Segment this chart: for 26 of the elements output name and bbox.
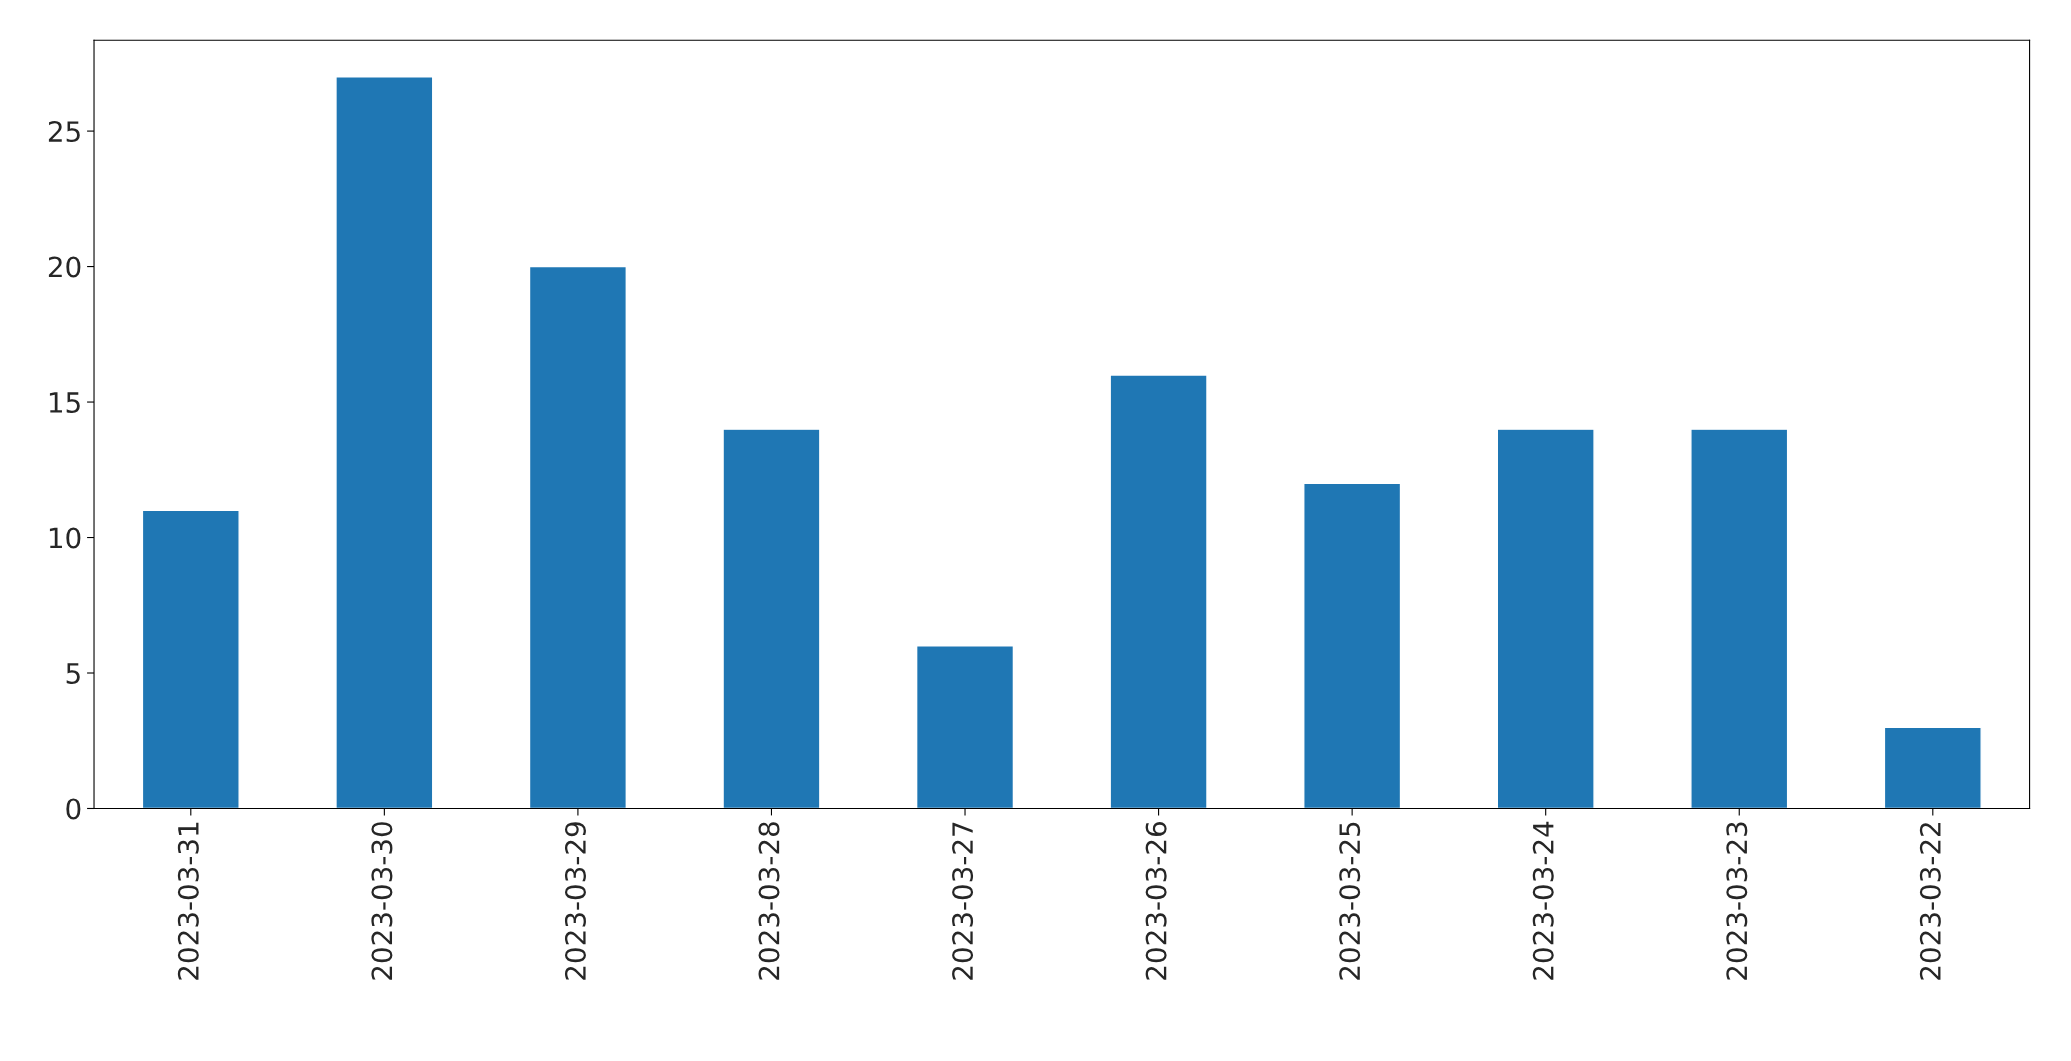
bar: [915, 645, 1015, 809]
x-tick-label: 2023-03-27: [952, 822, 974, 980]
bar: [141, 509, 240, 809]
x-tick-label: 2023-03-30: [371, 822, 393, 980]
bar: [1303, 482, 1402, 809]
x-tick-label: 2023-03-31: [177, 822, 199, 980]
x-tick-label: 2023-03-23: [1726, 822, 1748, 980]
y-tick-label: 25: [48, 121, 80, 143]
x-tick-label: 2023-03-29: [564, 822, 586, 980]
bar: [722, 428, 821, 809]
y-tick-label: 20: [48, 256, 81, 278]
bar: [1883, 726, 1982, 809]
bar: [1690, 428, 1789, 809]
bar: [1109, 374, 1208, 809]
y-tick-label: 15: [49, 392, 80, 413]
bar: [1496, 428, 1595, 809]
x-tick-label: 2023-03-26: [1145, 822, 1167, 980]
bar: [528, 265, 627, 809]
x-tick-label: 2023-03-28: [758, 822, 780, 980]
x-tick-label: 2023-03-25: [1339, 822, 1361, 980]
y-tick-label: 10: [49, 527, 81, 549]
x-tick-label: 2023-03-24: [1532, 821, 1554, 980]
y-tick-label: 5: [66, 663, 80, 684]
x-tick-label: 2023-03-22: [1919, 823, 1941, 980]
y-tick-label: 0: [66, 798, 81, 820]
bar: [335, 76, 434, 809]
